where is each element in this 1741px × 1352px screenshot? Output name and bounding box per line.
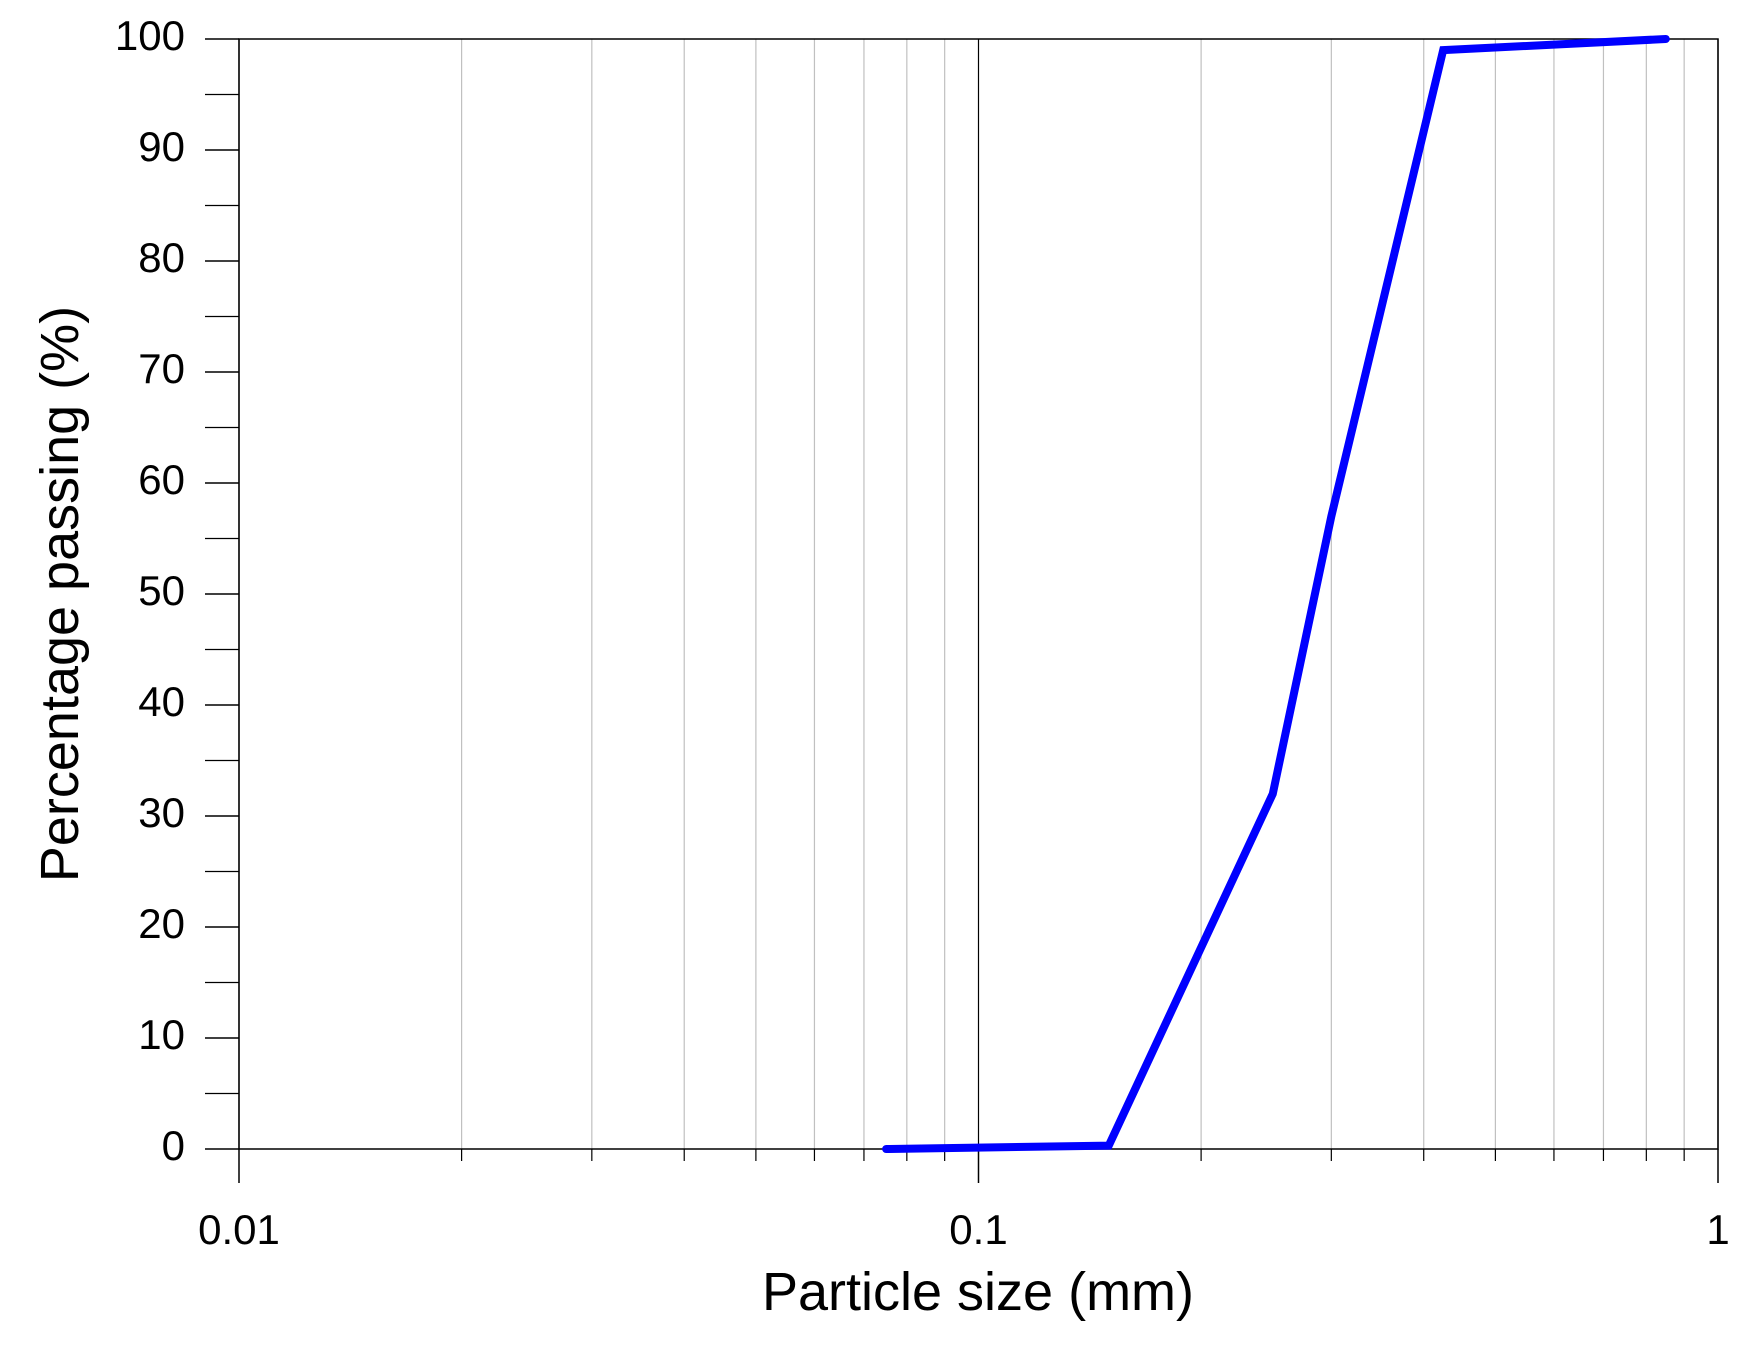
y-tick-label: 40 xyxy=(138,678,185,725)
x-tick-label: 0.01 xyxy=(198,1206,280,1253)
y-tick-label: 50 xyxy=(138,567,185,614)
y-tick-label: 0 xyxy=(162,1122,185,1169)
y-tick-label: 80 xyxy=(138,234,185,281)
data-line xyxy=(882,35,1670,1153)
y-tick-label: 30 xyxy=(138,789,185,836)
y-tick-label: 60 xyxy=(138,456,185,503)
x-tick-label: 0.1 xyxy=(949,1206,1007,1253)
y-tick-label: 20 xyxy=(138,900,185,947)
x-axis-label: Particle size (mm) xyxy=(762,1262,1194,1322)
y-axis-label: Percentage passing (%) xyxy=(30,306,90,882)
y-tick-label: 90 xyxy=(138,123,185,170)
y-tick-label: 100 xyxy=(115,12,185,59)
y-tick-label: 10 xyxy=(138,1011,185,1058)
x-tick-label: 1 xyxy=(1706,1206,1729,1253)
y-tick-label: 70 xyxy=(138,345,185,392)
